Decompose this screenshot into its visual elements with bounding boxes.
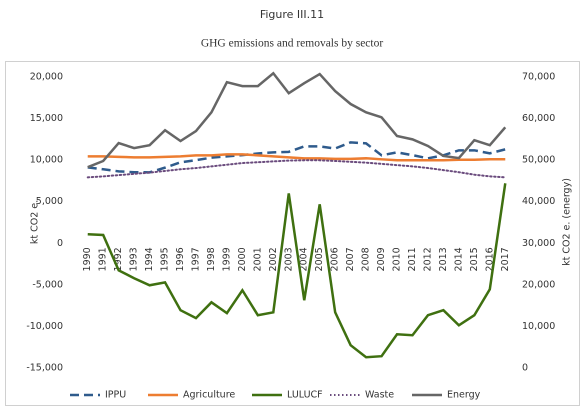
x-tick-label: 2016 — [484, 247, 495, 271]
x-tick-label: 2010 — [392, 247, 403, 271]
y2-tick-label: 0 — [522, 363, 528, 374]
legend-label: LULUCF — [287, 390, 323, 401]
x-tick-label: 1998 — [206, 247, 217, 271]
y-tick-label: 0 — [57, 238, 63, 249]
x-tick-label: 2000 — [237, 247, 248, 271]
y2-tick-label: 20,000 — [522, 279, 555, 290]
legend-label: Energy — [447, 390, 481, 401]
x-tick-label: 2002 — [268, 247, 279, 271]
series-line — [87, 71, 507, 169]
x-tick-label: 2005 — [314, 247, 325, 271]
x-tick-label: 2004 — [299, 247, 310, 271]
x-tick-label: 2006 — [330, 247, 341, 271]
y-tick-label: -15,000 — [26, 363, 63, 374]
y-tick-label: -5,000 — [32, 279, 63, 290]
legend-label: IPPU — [105, 390, 126, 401]
x-tick-label: 2017 — [500, 247, 511, 271]
x-tick-label: 1993 — [129, 247, 140, 271]
y-tick-label: 15,000 — [30, 113, 63, 124]
chart-title: GHG emissions and removals by sector — [201, 38, 384, 50]
y-axis-label: kt CO2 e. — [30, 200, 41, 244]
series-line — [87, 183, 507, 359]
series-line — [87, 153, 506, 162]
y-tick-label: 5,000 — [36, 196, 63, 207]
figure-label: Figure III.11 — [260, 8, 324, 21]
y2-tick-label: 60,000 — [522, 113, 555, 124]
x-tick-label: 2009 — [376, 247, 387, 271]
y2-tick-label: 70,000 — [522, 72, 555, 83]
x-tick-label: 2003 — [283, 247, 294, 271]
x-tick-label: 2012 — [422, 247, 433, 271]
y2-tick-label: 50,000 — [522, 155, 555, 166]
x-tick-label: 2014 — [453, 247, 464, 271]
chart-frame — [5, 61, 580, 406]
x-tick-label: 2013 — [438, 247, 449, 271]
series-line — [86, 159, 507, 179]
legend-label: Agriculture — [183, 390, 235, 401]
x-tick-label: 2015 — [469, 247, 480, 271]
series-line — [87, 141, 506, 174]
legend-label: Waste — [365, 390, 394, 401]
x-tick-label: 1992 — [113, 247, 124, 271]
y-tick-label: -10,000 — [26, 321, 63, 332]
x-tick-label: 1997 — [190, 247, 201, 271]
x-tick-label: 1996 — [175, 247, 186, 271]
y2-tick-label: 30,000 — [522, 238, 555, 249]
x-tick-label: 2001 — [252, 247, 263, 271]
x-tick-label: 2007 — [345, 247, 356, 271]
x-tick-label: 2011 — [407, 247, 418, 271]
y2-axis-label: kt CO2 e. (energy) — [562, 178, 573, 266]
x-tick-label: 1994 — [144, 247, 155, 271]
y-tick-label: 20,000 — [30, 72, 63, 83]
x-tick-label: 1991 — [98, 247, 109, 271]
x-tick-label: 2008 — [361, 247, 372, 271]
y2-tick-label: 40,000 — [522, 196, 555, 207]
x-tick-label: 1999 — [221, 247, 232, 271]
x-tick-label: 1990 — [82, 247, 93, 271]
x-tick-label: 1995 — [160, 247, 171, 271]
y-tick-label: 10,000 — [30, 155, 63, 166]
y2-tick-label: 10,000 — [522, 321, 555, 332]
